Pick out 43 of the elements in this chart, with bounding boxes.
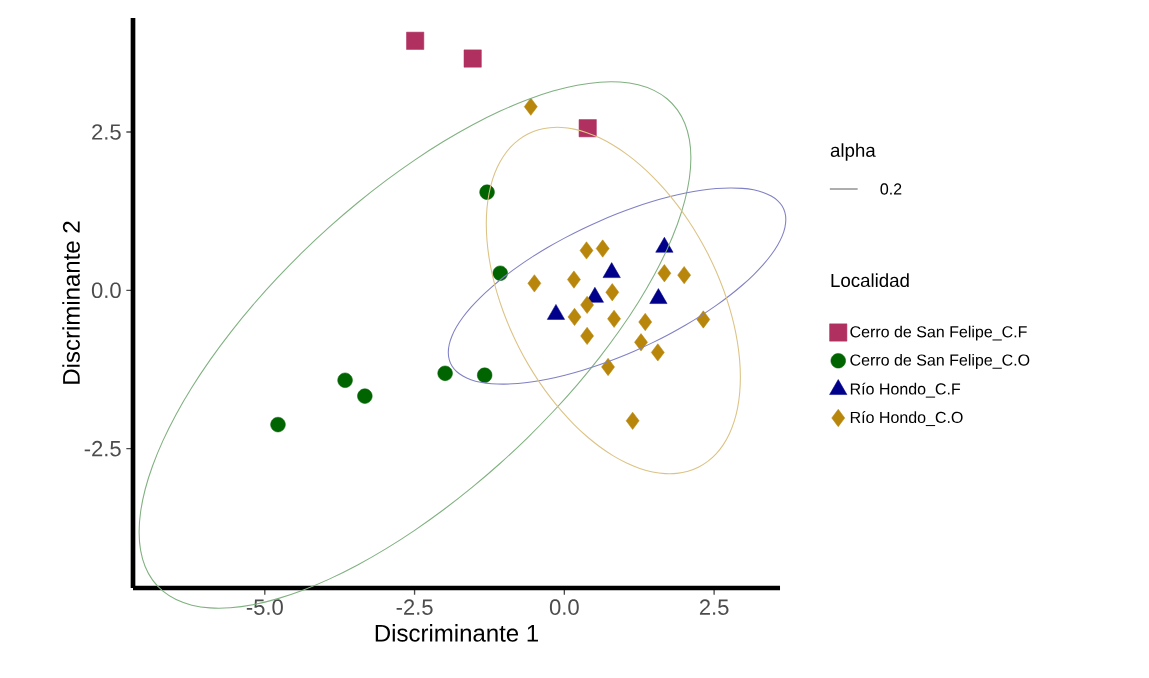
y-tick-label: 2.5 [92,124,121,140]
legend-label: Río Hondo_C.O [850,411,963,427]
point [595,239,610,258]
x-axis-title: Discriminante 1 [375,624,538,642]
point [463,49,482,68]
text: 0.2 [880,183,902,195]
point [578,119,597,138]
point [580,295,594,314]
point [638,313,652,331]
point [580,327,594,345]
point [651,343,665,362]
point [579,241,594,260]
point [607,309,621,328]
point [625,411,640,430]
y-axis-title: Discriminante 2 [62,221,80,384]
point [567,270,581,289]
point [270,417,286,433]
point [677,266,691,285]
point [337,372,353,388]
point [477,367,493,383]
legend-label: Río Hondo_C.F [850,382,961,398]
y-tick-label: 0.0 [91,282,121,299]
point [406,31,425,50]
point [524,97,538,116]
legend-label: Cerro de San Felipe_C.O [850,353,1030,369]
y-tick-label: -2.5 [84,440,121,457]
point [696,310,711,329]
point [357,388,373,404]
point [605,283,620,302]
x-tick-label: -5.0 [246,599,283,615]
legend-label: Cerro de San Felipe_C.F [850,325,1027,341]
point [567,308,582,326]
point [527,274,542,293]
point [634,333,648,352]
point [437,365,453,381]
x-tick-label: -2.5 [396,599,433,615]
x-tick-label: 2.5 [699,599,729,615]
point [492,265,508,281]
point [601,358,615,376]
text: alpha [830,143,876,161]
point [657,264,672,283]
x-tick-label: 0.0 [549,599,579,615]
legend-title: Localidad [831,273,909,288]
